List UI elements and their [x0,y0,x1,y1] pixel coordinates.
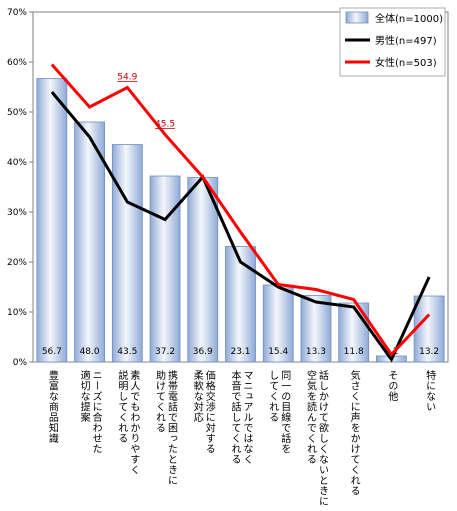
bar-value-label: 23.1 [230,347,250,357]
bar [149,175,181,363]
category-label: 素人でもわかりやすく [128,369,140,475]
category-label: ニーズに合わせた [90,370,102,454]
bar-value-label: 56.7 [42,347,62,357]
category-label: 気さくに声をかけてくれる [348,369,360,496]
category-label: 特にない [424,370,436,412]
bars-overall [36,78,445,363]
y-tick-label: 30% [7,208,27,218]
series-line-2 [50,63,431,357]
bar [111,144,143,363]
bar [74,121,105,363]
category-label: その他 [386,370,398,402]
category-label: 豊富な商品知識 [46,369,58,444]
legend-label: 男性(n=497) [375,34,437,47]
category-label: 説明してくれる [116,369,128,444]
bar [36,78,68,363]
category-label: 話しかけて欲しくないときに [316,369,328,507]
y-tick-label: 40% [7,158,27,168]
annotation-label: 54.9 [117,73,137,83]
legend-swatch-bar [345,11,369,24]
category-label: してくれる [267,370,279,423]
category-label: マニュアルではなく [241,370,253,465]
bar-value-label: 37.2 [155,347,175,357]
y-tick-label: 0% [13,358,28,368]
bar-value-label: 15.4 [268,347,288,357]
bar-value-label: 43.5 [117,347,137,357]
bar-value-label: 13.3 [306,347,326,357]
category-label: 適切な提案 [78,369,90,423]
bar-value-label: 48.0 [80,347,100,357]
annotations: 54.9 45.5 [117,73,175,130]
category-label: 同一の目線で話を [279,370,291,454]
y-axis: 0% 10% 20% 30% 40% 50% 60% 70% [7,8,33,368]
category-label: 助けてくれる [154,369,166,433]
y-tick-label: 60% [7,58,27,68]
category-label: 本音で話してくれる [229,369,241,465]
y-tick-label: 10% [7,308,27,318]
y-tick-label: 70% [7,8,27,18]
series-line-1 [50,91,431,363]
bar [413,295,445,363]
legend: 全体(n=1000) 男性(n=497) 女性(n=503) [339,7,446,77]
bar [300,295,332,363]
category-label: 携帯電話で困ったときに [166,369,178,486]
bar [225,246,256,363]
series-lines [50,63,431,363]
bar-value-label: 11.8 [344,347,364,357]
bar [187,177,219,363]
category-label: 価格交渉に対する [203,369,215,454]
category-label: 柔軟な対応 [191,370,203,423]
legend-label: 女性(n=503) [375,56,437,69]
y-tick-label: 20% [7,258,27,268]
bar-value-label: 36.9 [193,347,213,357]
category-label: 空気を読んでくれる [304,369,316,465]
y-tick-label: 50% [7,108,27,118]
bar-value-label: 13.2 [419,347,439,357]
annotation-label: 45.5 [155,120,175,130]
legend-label: 全体(n=1000) [375,12,443,25]
